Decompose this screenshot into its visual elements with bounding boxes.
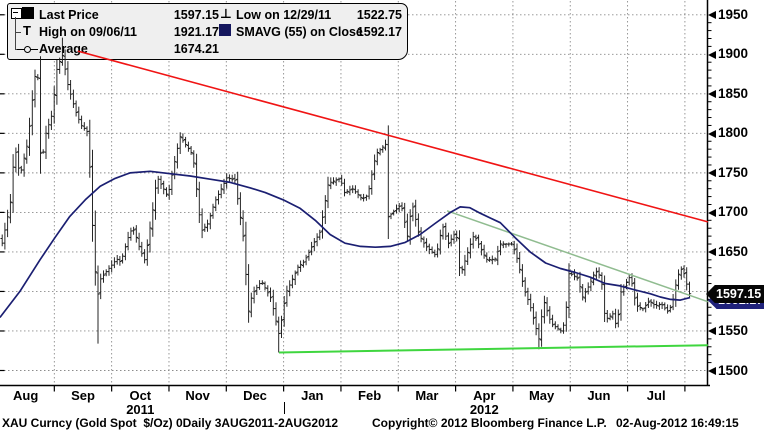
legend-high-label: High on 09/06/11 [39,25,137,39]
low-marker-icon: ⊥ [220,6,232,21]
footer-copyright-text: Copyright© 2012 Bloomberg Finance L.P. [372,416,607,430]
last-price-tag: 1597.15 [706,285,764,303]
legend-low-value: 1522.75 [356,8,402,22]
minor-resistance-trendline [446,210,709,303]
legend-last-price-value: 1597.15 [173,8,219,22]
legend-average-value: 1674.21 [173,42,219,56]
average-marker-circle [24,46,31,53]
footer-timestamp-text: 02-Aug-2012 16:49:15 [616,416,739,430]
legend-smavg-label: SMAVG (55) on Close [236,25,363,39]
support-trendline [279,344,708,354]
sma-line [0,170,691,319]
footer-instrument-text: XAU Curncy (Gold Spot $/Oz) 0Daily 3AUG2… [2,416,339,430]
downtrend-resistance-trendline [77,50,709,223]
tree-expander-icon[interactable] [11,8,22,19]
legend-box: Last Price 1597.15 ⊥ Low on 12/29/11 152… [7,3,408,60]
legend-smavg-value: 1592.17 [356,25,402,39]
price-bars [0,37,692,353]
high-marker-icon: T [23,23,31,38]
smavg-swatch-icon [219,24,231,36]
tree-line [15,17,16,50]
legend-low-label: Low on 12/29/11 [236,8,332,22]
legend-high-value: 1921.17 [173,25,219,39]
last-price-swatch-icon [22,7,34,19]
tree-branch [16,32,21,33]
legend-last-price-label: Last Price [39,8,99,22]
legend-average-label: Average [39,42,88,56]
